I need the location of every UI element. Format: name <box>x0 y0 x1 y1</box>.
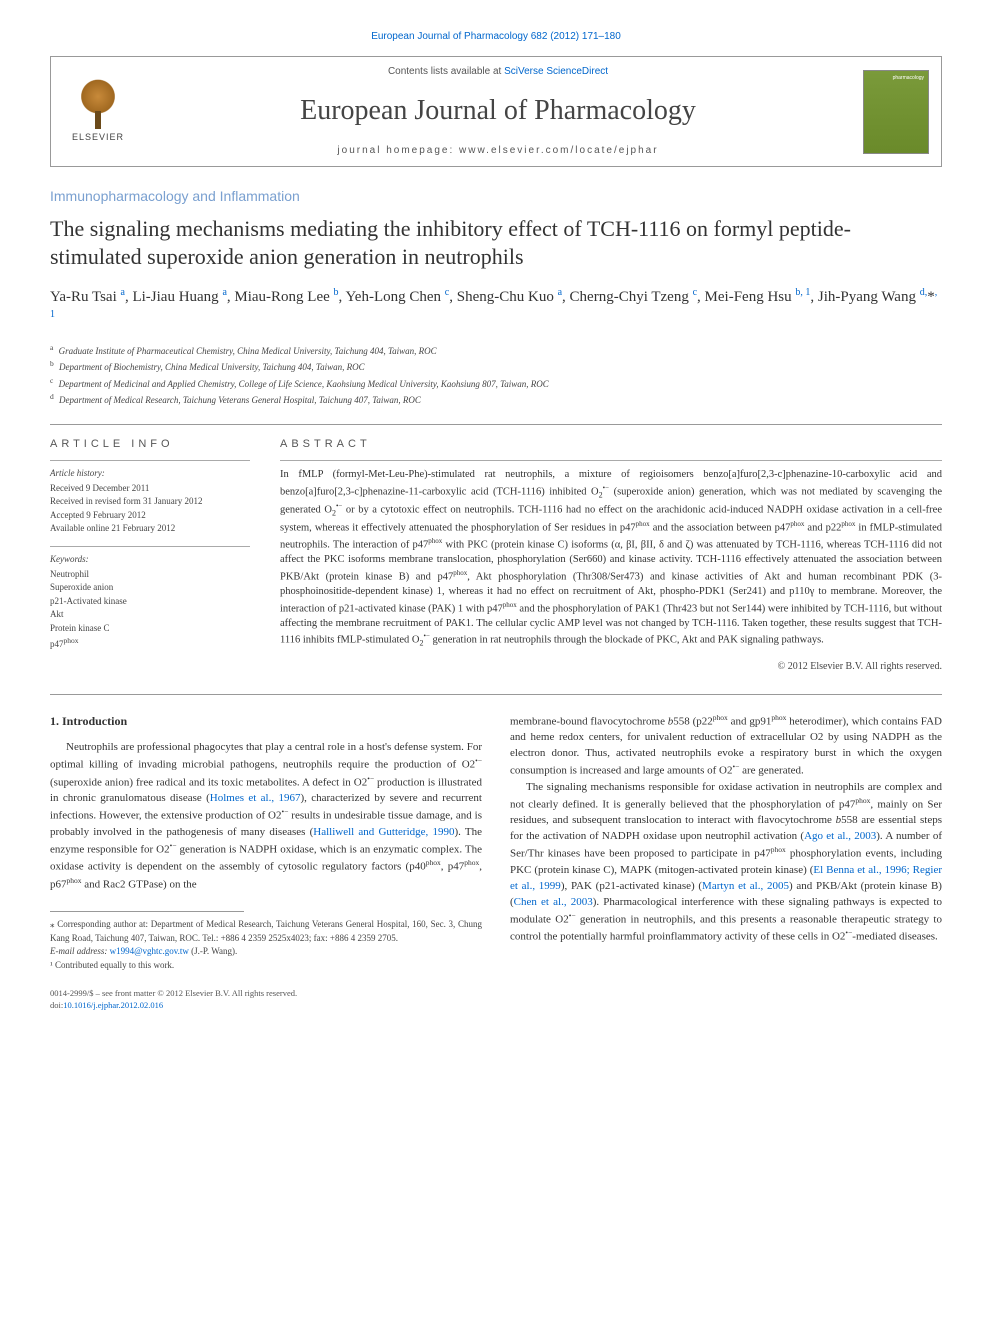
divider <box>50 694 942 695</box>
journal-citation-top[interactable]: European Journal of Pharmacology 682 (20… <box>50 30 942 44</box>
email-suffix: (J.-P. Wang). <box>189 946 237 956</box>
sciencedirect-link[interactable]: SciVerse ScienceDirect <box>504 66 608 77</box>
keyword: Protein kinase C <box>50 622 250 636</box>
keywords-label: Keywords: <box>50 553 250 566</box>
footer: 0014-2999/$ – see front matter © 2012 El… <box>50 988 482 1012</box>
article-category: Immunopharmacology and Inflammation <box>50 187 942 207</box>
elsevier-label: ELSEVIER <box>72 131 124 144</box>
history-revised: Received in revised form 31 January 2012 <box>50 495 250 509</box>
issn-line: 0014-2999/$ – see front matter © 2012 El… <box>50 988 482 1000</box>
email-line: E-mail address: w1994@vghtc.gov.tw (J.-P… <box>50 945 482 959</box>
abstract-copyright: © 2012 Elsevier B.V. All rights reserved… <box>280 660 942 674</box>
keyword: Superoxide anion <box>50 581 250 595</box>
abstract-heading: ABSTRACT <box>280 437 942 452</box>
elsevier-tree-icon <box>73 79 123 129</box>
journal-header: ELSEVIER Contents lists available at Sci… <box>50 56 942 167</box>
article-info-heading: ARTICLE INFO <box>50 437 250 452</box>
body-column-left: 1. Introduction Neutrophils are professi… <box>50 713 482 1013</box>
header-center: Contents lists available at SciVerse Sci… <box>133 65 863 158</box>
history-accepted: Accepted 9 February 2012 <box>50 509 250 523</box>
body-column-right: membrane-bound flavocytochrome b558 (p22… <box>510 713 942 1013</box>
history-label: Article history: <box>50 467 250 480</box>
intro-paragraph: The signaling mechanisms responsible for… <box>510 780 942 946</box>
footnote-divider <box>50 911 244 912</box>
corresponding-author-note: ⁎ Corresponding author at: Department of… <box>50 918 482 945</box>
intro-paragraph: membrane-bound flavocytochrome b558 (p22… <box>510 713 942 780</box>
divider <box>50 424 942 425</box>
journal-cover-thumbnail[interactable]: pharmacology <box>863 70 929 154</box>
keyword: p47phox <box>50 635 250 652</box>
history-lines: Received 9 December 2011 Received in rev… <box>50 482 250 536</box>
contents-available: Contents lists available at SciVerse Sci… <box>133 65 863 79</box>
journal-title: European Journal of Pharmacology <box>133 91 863 130</box>
keywords-list: Neutrophil Superoxide anion p21-Activate… <box>50 568 250 652</box>
article-title: The signaling mechanisms mediating the i… <box>50 215 942 272</box>
abstract-column: ABSTRACT In fMLP (formyl-Met-Leu-Phe)-st… <box>280 437 942 674</box>
elsevier-logo[interactable]: ELSEVIER <box>63 73 133 151</box>
affiliation-d: d Department of Medical Research, Taichu… <box>50 391 942 408</box>
history-online: Available online 21 February 2012 <box>50 522 250 536</box>
affiliation-a: a Graduate Institute of Pharmaceutical C… <box>50 342 942 359</box>
journal-homepage: journal homepage: www.elsevier.com/locat… <box>133 144 863 158</box>
doi-link[interactable]: 10.1016/j.ejphar.2012.02.016 <box>63 1000 163 1010</box>
email-label: E-mail address: <box>50 946 110 956</box>
affiliations-list: a Graduate Institute of Pharmaceutical C… <box>50 342 942 408</box>
intro-paragraph: Neutrophils are professional phagocytes … <box>50 740 482 893</box>
doi-prefix: doi: <box>50 1000 63 1010</box>
affiliation-b: b Department of Biochemistry, China Medi… <box>50 358 942 375</box>
history-received: Received 9 December 2011 <box>50 482 250 496</box>
contributed-note: ¹ Contributed equally to this work. <box>50 959 482 973</box>
cover-text: pharmacology <box>868 75 924 82</box>
article-info-column: ARTICLE INFO Article history: Received 9… <box>50 437 250 674</box>
doi-line: doi:10.1016/j.ejphar.2012.02.016 <box>50 1000 482 1012</box>
contents-prefix: Contents lists available at <box>388 66 504 77</box>
intro-heading: 1. Introduction <box>50 713 482 730</box>
author-list: Ya-Ru Tsai a, Li-Jiau Huang a, Miau-Rong… <box>50 286 942 330</box>
affiliation-c: c Department of Medicinal and Applied Ch… <box>50 375 942 392</box>
keyword: Neutrophil <box>50 568 250 582</box>
footnotes: ⁎ Corresponding author at: Department of… <box>50 918 482 972</box>
keyword: Akt <box>50 608 250 622</box>
email-link[interactable]: w1994@vghtc.gov.tw <box>110 946 189 956</box>
keyword: p21-Activated kinase <box>50 595 250 609</box>
homepage-prefix: journal homepage: <box>337 145 459 156</box>
homepage-url[interactable]: www.elsevier.com/locate/ejphar <box>459 145 659 156</box>
abstract-text: In fMLP (formyl-Met-Leu-Phe)-stimulated … <box>280 467 942 649</box>
